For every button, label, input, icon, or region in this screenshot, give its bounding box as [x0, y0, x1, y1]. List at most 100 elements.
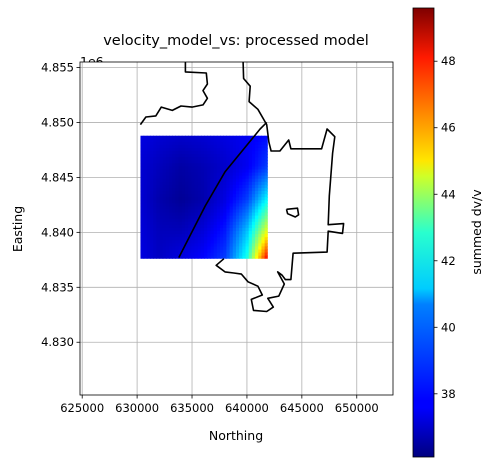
heatmap-cell — [162, 234, 167, 238]
heatmap-cell — [143, 215, 148, 220]
heatmap-cell — [229, 231, 234, 235]
heatmap-cell — [143, 178, 148, 183]
heatmap-cell — [175, 224, 180, 229]
heatmap-cell — [194, 138, 199, 143]
heatmap-cell — [149, 255, 154, 259]
heatmap-cell — [146, 160, 151, 164]
heatmap-cell — [140, 231, 145, 235]
heatmap-cell — [223, 231, 227, 235]
heatmap-cell — [255, 243, 259, 248]
heatmap-cell — [162, 209, 167, 214]
heatmap-cell — [232, 184, 237, 189]
heatmap-cell — [245, 175, 250, 180]
heatmap-cell — [159, 203, 164, 208]
heatmap-cell — [143, 191, 148, 195]
heatmap-cell — [146, 184, 151, 189]
heatmap-cell — [197, 252, 202, 257]
heatmap-cell — [239, 206, 243, 211]
heatmap-cell — [251, 197, 256, 201]
heatmap-cell — [143, 243, 148, 248]
heatmap-cell — [207, 191, 212, 195]
heatmap-cell — [200, 169, 205, 174]
heatmap-cell — [184, 157, 189, 161]
heatmap-cell — [156, 194, 161, 198]
heatmap-cell — [248, 246, 253, 251]
heatmap-cell — [204, 172, 208, 177]
heatmap-cell — [204, 187, 208, 192]
heatmap-cell — [159, 224, 164, 229]
heatmap-cell — [232, 147, 237, 152]
heatmap-cell — [178, 135, 183, 140]
heatmap-cell — [200, 200, 205, 204]
heatmap-cell — [169, 144, 173, 149]
heatmap-cell — [239, 218, 243, 223]
heatmap-cell — [255, 175, 259, 180]
heatmap-cell — [175, 181, 180, 186]
heatmap-cell — [178, 184, 183, 189]
heatmap-cell — [200, 160, 205, 164]
heatmap-cell — [200, 184, 205, 189]
heatmap-cell — [149, 141, 154, 146]
heatmap-cell — [204, 157, 208, 161]
heatmap-cell — [146, 200, 151, 204]
heatmap-cell — [197, 194, 202, 198]
heatmap-cell — [261, 160, 266, 164]
heatmap-cell — [235, 138, 240, 143]
heatmap-cell — [146, 240, 151, 244]
heatmap-cell — [258, 240, 263, 244]
heatmap-cell — [197, 246, 202, 251]
heatmap-cell — [216, 221, 221, 226]
heatmap-cell — [146, 231, 151, 235]
heatmap-cell — [235, 240, 240, 244]
heatmap-cell — [200, 255, 205, 259]
heatmap-cell — [197, 160, 202, 164]
heatmap-cell — [169, 234, 173, 238]
heatmap-cell — [149, 200, 154, 204]
heatmap-cell — [210, 151, 215, 155]
heatmap-cell — [216, 243, 221, 248]
heatmap-cell — [213, 224, 218, 229]
heatmap-cell — [223, 187, 227, 192]
heatmap-cell — [261, 144, 266, 149]
heatmap-cell — [153, 237, 157, 241]
heatmap-cell — [216, 227, 221, 232]
heatmap-cell — [143, 218, 148, 223]
heatmap-cell — [258, 252, 263, 257]
heatmap-cell — [232, 191, 237, 195]
heatmap-cell — [165, 224, 170, 229]
heatmap-cell — [140, 166, 145, 171]
heatmap-cell — [191, 255, 196, 259]
heatmap-cell — [175, 218, 180, 223]
heatmap-cell — [188, 249, 192, 254]
heatmap-cell — [226, 197, 231, 201]
heatmap-cell — [232, 243, 237, 248]
heatmap-cell — [223, 252, 227, 257]
heatmap-cell — [264, 194, 268, 198]
heatmap-cell — [235, 221, 240, 226]
heatmap-cell — [232, 209, 237, 214]
heatmap-cell — [156, 147, 161, 152]
heatmap-cell — [220, 209, 224, 214]
heatmap-cell — [197, 191, 202, 195]
heatmap-cell — [156, 151, 161, 155]
heatmap-cell — [251, 178, 256, 183]
heatmap-cell — [229, 157, 234, 161]
heatmap-cell — [223, 144, 227, 149]
heatmap-cell — [242, 184, 247, 189]
heatmap-cell — [264, 154, 268, 158]
heatmap-cell — [162, 181, 167, 186]
heatmap-cell — [197, 157, 202, 161]
heatmap-cell — [248, 243, 253, 248]
heatmap-cell — [251, 215, 256, 220]
heatmap-cell — [159, 249, 164, 254]
x-tick-label: 635000 — [170, 401, 214, 415]
heatmap-cell — [216, 144, 221, 149]
heatmap-cell — [162, 144, 167, 149]
heatmap-cell — [213, 141, 218, 146]
heatmap-cell — [229, 194, 234, 198]
heatmap-cell — [216, 172, 221, 177]
heatmap-cell — [248, 151, 253, 155]
heatmap-cell — [188, 243, 192, 248]
heatmap-cell — [207, 231, 212, 235]
heatmap-cell — [261, 151, 266, 155]
